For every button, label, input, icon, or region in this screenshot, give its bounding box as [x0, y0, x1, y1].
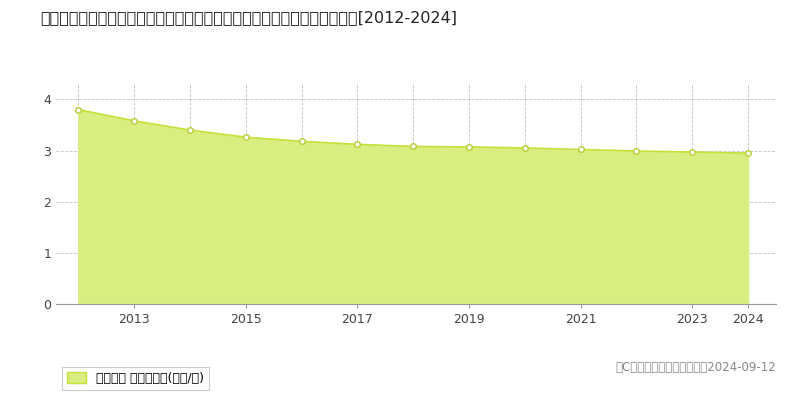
Text: 青森県北津軽郡鶴田町大字鶴田字鷹ノ尾６８番１７　地価公示　地価推移[2012-2024]: 青森県北津軽郡鶴田町大字鶴田字鷹ノ尾６８番１７ 地価公示 地価推移[2012-2…: [40, 10, 457, 25]
Text: （C）土地価格ドットコム　2024-09-12: （C）土地価格ドットコム 2024-09-12: [615, 361, 776, 374]
Legend: 地価公示 平均坂単価(万円/坂): 地価公示 平均坂単価(万円/坂): [62, 367, 209, 390]
